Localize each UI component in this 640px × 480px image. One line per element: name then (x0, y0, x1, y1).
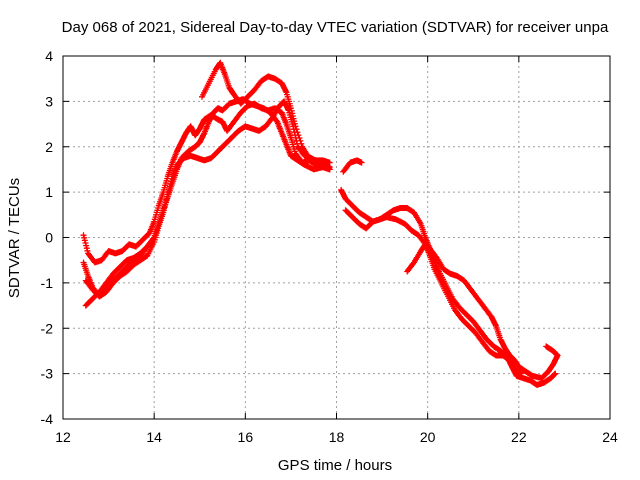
series-track-9 (80, 234, 158, 300)
y-tick-label: 3 (45, 93, 53, 109)
y-tick-label: -2 (41, 320, 54, 336)
x-tick-label: 16 (238, 429, 254, 445)
y-tick-label: -4 (41, 411, 54, 427)
series-track-8 (404, 241, 561, 382)
y-tick-label: -1 (41, 275, 54, 291)
y-tick-label: 4 (45, 48, 53, 64)
x-tick-label: 20 (420, 429, 436, 445)
series-track-4 (199, 59, 333, 166)
y-tick-label: 1 (45, 184, 53, 200)
x-axis-label: GPS time / hours (278, 457, 392, 474)
x-tick-label: 18 (329, 429, 345, 445)
y-axis-ticks: 4 3 2 1 0 -1 -2 -3 -4 (41, 48, 610, 427)
y-axis-label: SDTVAR / TECUs (6, 178, 23, 298)
chart-title: Day 068 of 2021, Sidereal Day-to-day VTE… (62, 19, 609, 36)
series-track-7 (342, 207, 525, 377)
series-track-5 (340, 157, 365, 175)
y-tick-label: 2 (45, 139, 53, 155)
y-tick-label: 0 (45, 230, 53, 246)
series-track-6 (338, 186, 559, 388)
x-axis-ticks: 12 14 16 18 20 22 24 (55, 56, 618, 445)
x-tick-label: 12 (55, 429, 71, 445)
y-tick-label: -3 (41, 366, 54, 382)
plot-series (80, 59, 561, 388)
x-tick-label: 22 (511, 429, 527, 445)
x-tick-label: 14 (146, 429, 162, 445)
x-tick-label: 24 (602, 429, 618, 445)
